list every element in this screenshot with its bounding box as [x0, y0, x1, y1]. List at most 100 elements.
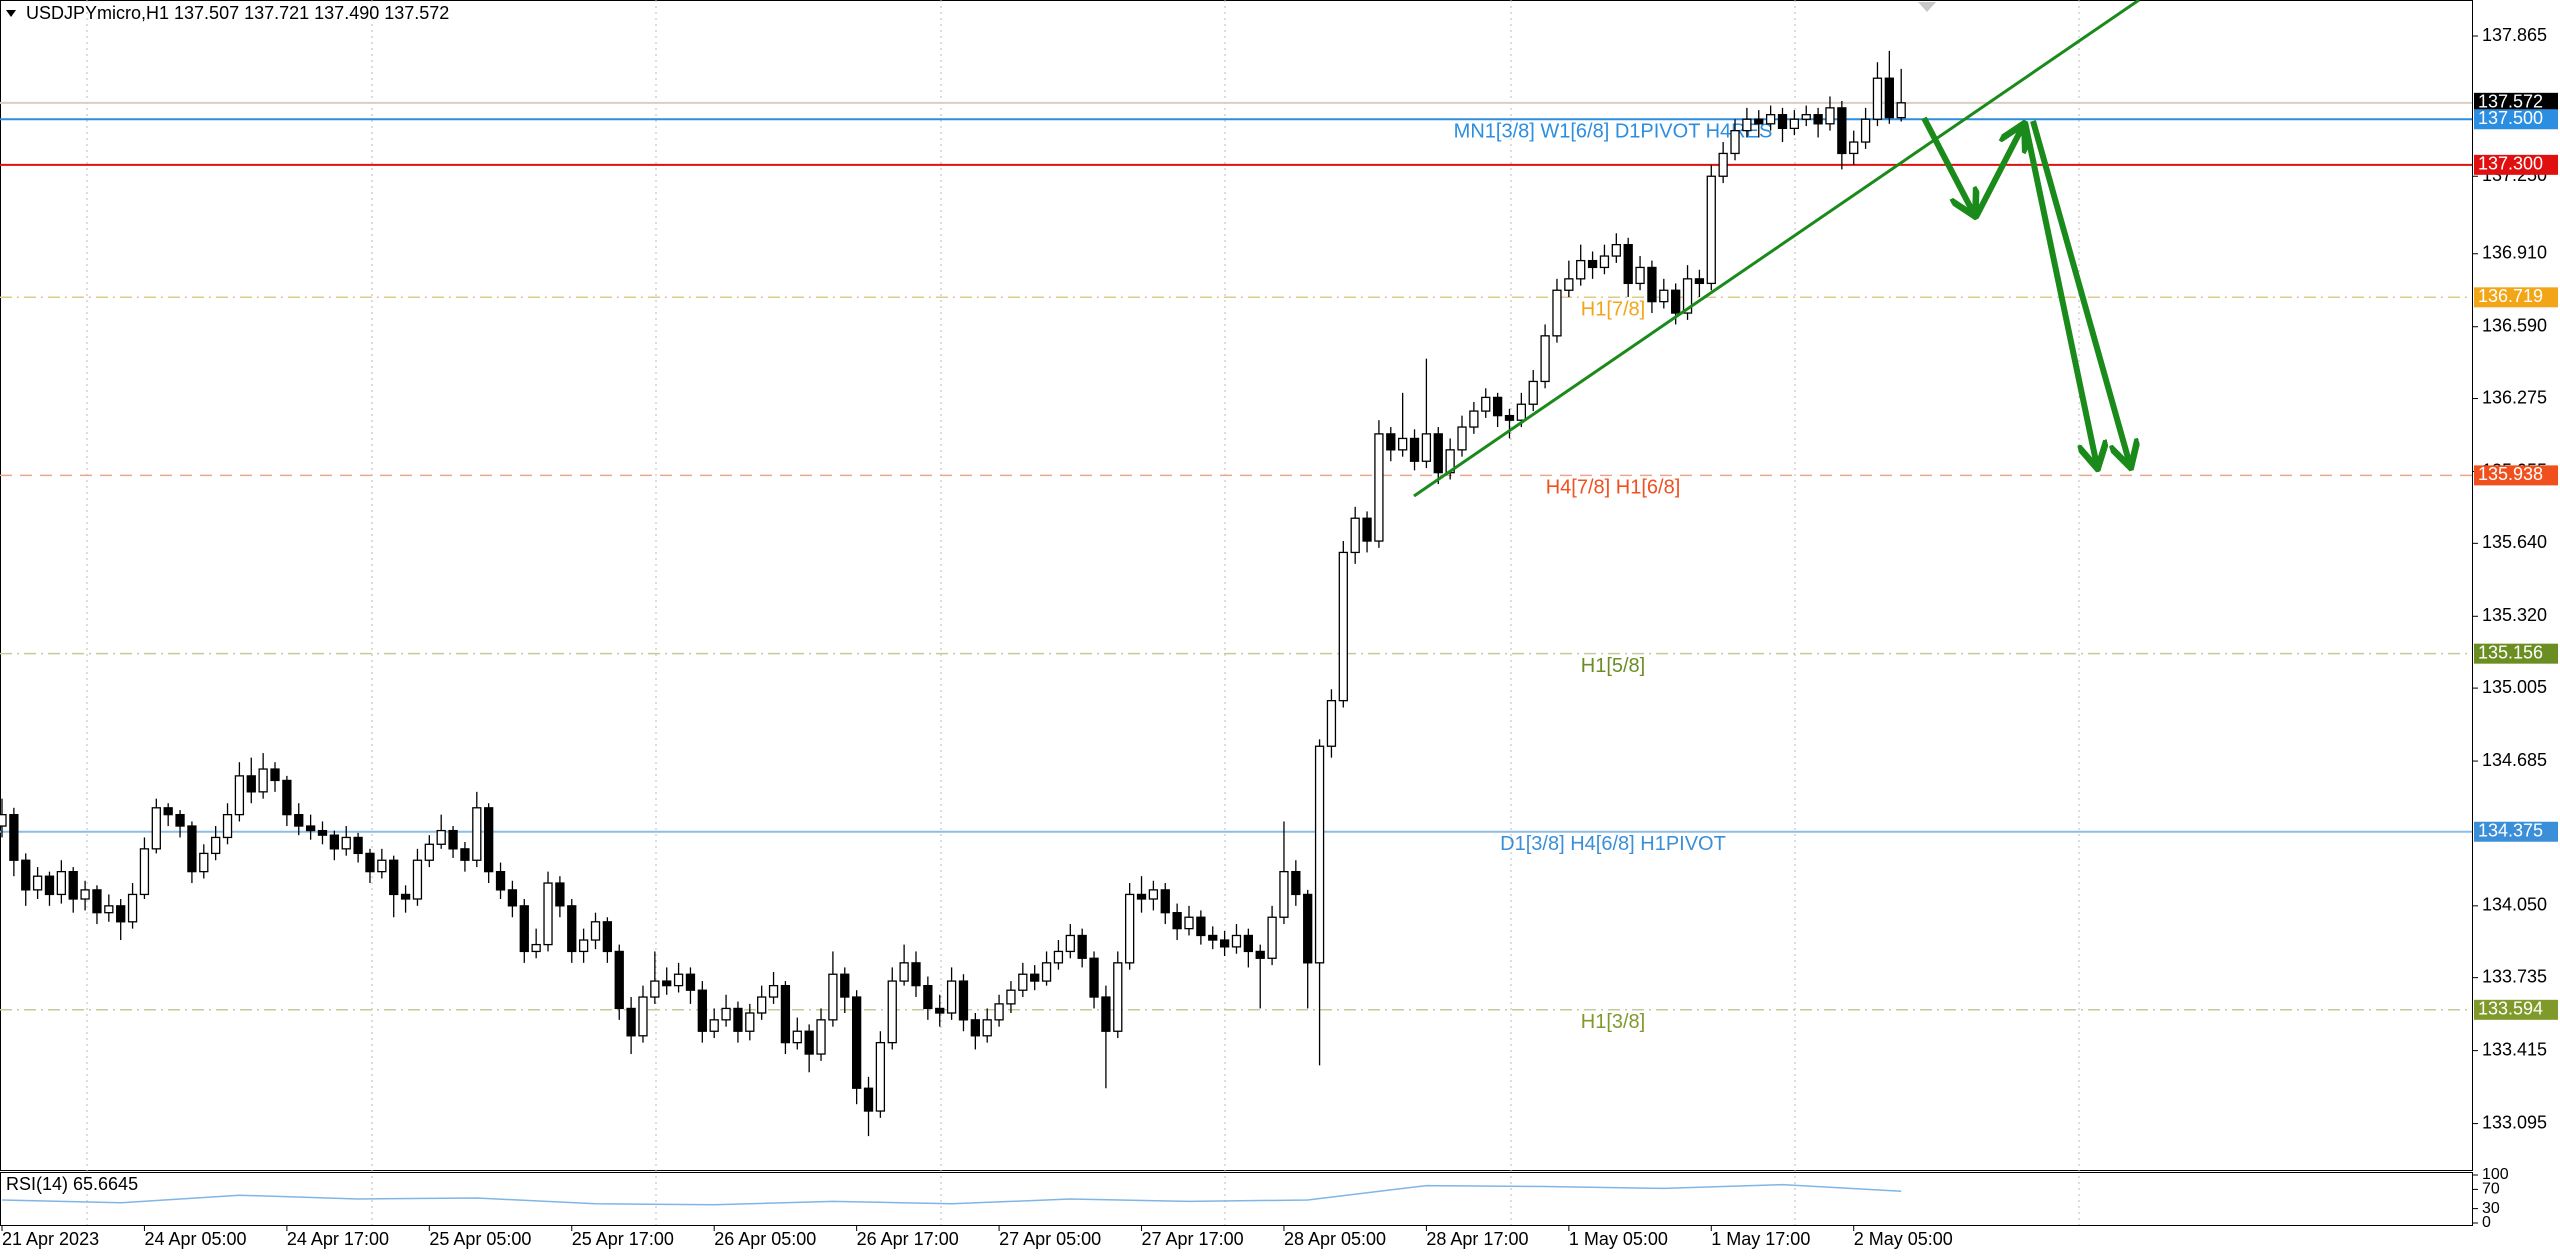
candle-body [21, 859, 31, 891]
y-tick-label: 133.415 [2482, 1039, 2547, 1059]
candle-body [151, 807, 161, 850]
candle-body [614, 950, 624, 1010]
candle-body [187, 825, 197, 873]
candle-body [1777, 114, 1788, 130]
y-tick-label: 134.050 [2482, 895, 2547, 915]
forecast-arrow [2022, 121, 2097, 466]
candle-body [1421, 433, 1432, 462]
candle-body [851, 996, 862, 1089]
shift-marker [1918, 2, 1936, 12]
period-separators [86, 0, 2080, 1225]
candle-body [1255, 950, 1265, 959]
candle-body [68, 870, 78, 900]
candle-body [1350, 517, 1360, 554]
x-tick-label: 25 Apr 05:00 [429, 1229, 531, 1249]
candle-body [1504, 414, 1515, 421]
candle-body [1872, 77, 1883, 120]
candle-body [1813, 114, 1823, 125]
candle-body [448, 829, 458, 850]
price-tag-label: 133.594 [2478, 999, 2543, 1019]
x-tick-label: 27 Apr 17:00 [1142, 1229, 1244, 1249]
candle-body [994, 1003, 1004, 1021]
price-tag-label: 137.500 [2478, 108, 2543, 128]
candle-body [638, 996, 648, 1037]
candle-body [911, 962, 921, 987]
candle-body [389, 859, 399, 896]
y-tick-label: 136.590 [2482, 315, 2547, 335]
candle-body [1386, 433, 1396, 451]
drawings [1413, 0, 2139, 498]
candle-body [946, 980, 957, 1014]
candle-body [460, 848, 470, 861]
level-label: MN1[3/8] W1[6/8] D1PIVOT H4RES [1454, 121, 1773, 143]
rsi-tick-label: 0 [2482, 1214, 2491, 1231]
y-tick-label: 137.865 [2482, 25, 2547, 45]
x-tick-label: 27 Apr 05:00 [999, 1229, 1101, 1249]
price-tag [2474, 821, 2558, 842]
y-tick-label: 135.005 [2482, 677, 2547, 697]
candle-body [246, 775, 256, 793]
candle-body [424, 843, 434, 861]
candle-body [650, 980, 660, 998]
candle-body [685, 973, 696, 991]
forecast-arrow [1973, 126, 2023, 219]
price-tag-label: 137.300 [2478, 154, 2543, 174]
price-tag [2474, 999, 2558, 1020]
candle-body [531, 943, 541, 953]
candle-body [709, 1019, 719, 1032]
candle-body [317, 829, 328, 836]
candle-body [1611, 243, 1621, 257]
price-tag-label: 135.156 [2478, 642, 2543, 662]
candle-body [484, 807, 494, 873]
candle-body [1314, 745, 1325, 964]
x-tick-label: 2 May 05:00 [1854, 1229, 1953, 1249]
candle-body [1338, 551, 1348, 702]
candle-body [400, 893, 411, 900]
candle-body [163, 807, 173, 816]
candle-body [840, 973, 850, 998]
candle-body [270, 768, 280, 782]
candle-body [1243, 934, 1253, 953]
candle-body [1160, 889, 1170, 914]
candle-body [1303, 893, 1313, 964]
candle-body [436, 829, 446, 845]
candle-body [555, 882, 565, 907]
y-tick-label: 133.095 [2482, 1112, 2547, 1132]
candle-body [1896, 102, 1906, 119]
x-tick-label: 28 Apr 17:00 [1426, 1229, 1528, 1249]
candle-body [104, 905, 114, 914]
candle-body [1742, 118, 1752, 132]
candle-body [1018, 973, 1028, 991]
candle-body [1623, 243, 1633, 285]
candle-body [1884, 77, 1894, 119]
candle-body [282, 779, 292, 816]
candle-body [341, 836, 351, 850]
main-frame [0, 0, 2473, 1171]
candle-body [1718, 152, 1728, 177]
price-axis: 137.865137.250136.910136.590136.275135.9… [2472, 25, 2558, 1132]
candle-body [1789, 118, 1800, 130]
candle-body [305, 825, 316, 832]
candle-body [519, 905, 529, 953]
candle-body [175, 813, 185, 827]
candle-body [32, 875, 43, 891]
candle-body [543, 882, 553, 946]
x-tick-label: 26 Apr 05:00 [714, 1229, 816, 1249]
candle-body [56, 870, 66, 896]
y-tick-label: 134.685 [2482, 750, 2547, 770]
candle-body [828, 973, 838, 1021]
candle-body [899, 962, 909, 982]
candle-body [1148, 889, 1159, 900]
time-axis: 21 Apr 2023 24 Apr 05:00 24 Apr 17:00 25 Ap… [1, 1226, 1953, 1249]
candle-body [1006, 989, 1016, 1005]
candle-body [863, 1087, 874, 1112]
candle-body [1409, 437, 1420, 462]
candle-body [234, 775, 245, 816]
price-tag-label: 136.719 [2478, 286, 2543, 306]
x-tick-label: 26 Apr 17:00 [857, 1229, 959, 1249]
candle-body [412, 859, 423, 900]
rsi-line [1, 1183, 1902, 1206]
price-tag-label: 135.938 [2478, 464, 2543, 484]
candle-body [1837, 107, 1847, 155]
candle-body [1219, 939, 1230, 948]
